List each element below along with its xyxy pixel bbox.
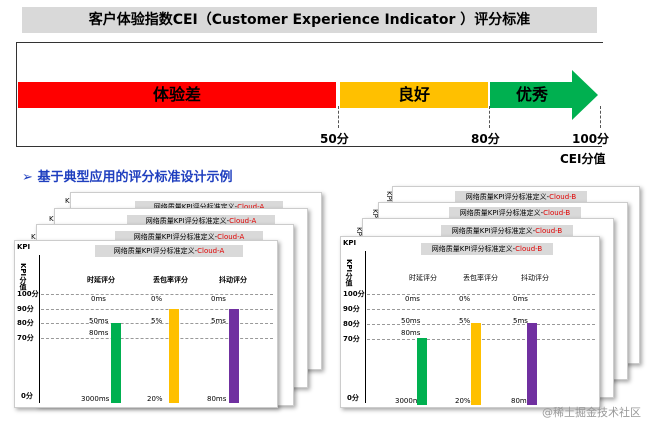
section-title: ➢ 基于典型应用的评分标准设计示例 — [22, 166, 232, 185]
left-level-0: 0分 — [21, 392, 33, 400]
axis-label: CEI分值 — [560, 152, 606, 166]
right-bar-jitter — [527, 323, 537, 405]
left-bar-packetloss — [169, 309, 179, 403]
right-example: KPI 网络质量KPI评分标准定义-Cloud-B KPI 网络质量KPI评分标… — [336, 186, 642, 418]
right-stack-label-1: KPI — [355, 227, 363, 238]
left-gridline-100 — [41, 294, 273, 295]
right-c3-v3: 80ms — [511, 397, 531, 405]
right-c1-v1: 0ms — [405, 295, 420, 303]
right-gridline-70 — [367, 339, 595, 340]
right-stack-label-3: KPI — [385, 191, 393, 202]
left-level-90: 90分 — [17, 305, 34, 313]
right-col-header-2: 丢包率评分 — [463, 274, 498, 282]
left-level-100: 100分 — [17, 290, 39, 298]
left-stack-label-0: KPI — [17, 243, 31, 251]
left-c1-v1: 0ms — [91, 295, 106, 303]
tick-label-50: 50分 — [320, 132, 349, 146]
right-card-title-2: 网络质量KPI评分标准定义-Cloud-B — [449, 207, 581, 219]
right-level-0: 0分 — [347, 394, 359, 402]
cei-axis-line — [16, 146, 602, 147]
page-title: 客户体验指数CEI（Customer Experience Indicator … — [22, 7, 597, 33]
right-level-100: 100分 — [343, 290, 365, 298]
right-gridline-90 — [367, 309, 595, 310]
left-bar-jitter — [229, 309, 239, 403]
right-c3-v2: 5ms — [513, 317, 528, 325]
left-col-header-3: 抖动评分 — [219, 276, 247, 284]
band-good: 良好 — [340, 82, 488, 108]
left-stack-label-1: K — [31, 233, 36, 241]
tick-50 — [338, 106, 340, 128]
right-col-header-1: 时延评分 — [409, 274, 437, 282]
left-c2-v2: 5% — [151, 317, 163, 325]
section-title-text: 基于典型应用的评分标准设计示例 — [37, 170, 233, 185]
right-gridline-100 — [367, 294, 595, 295]
left-c3-v2: 5ms — [211, 317, 226, 325]
right-col-header-3: 抖动评分 — [521, 274, 549, 282]
tick-100 — [600, 106, 602, 128]
left-c2-v3: 20% — [147, 395, 163, 403]
tick-80 — [489, 106, 491, 128]
right-stack-label-0: KPI — [343, 239, 357, 247]
right-stack-label-2: KPI — [371, 209, 379, 220]
right-c1-v4: 3000ms — [395, 397, 424, 405]
bullet-arrow-icon: ➢ — [22, 170, 33, 185]
right-card-title-1: 网络质量KPI评分标准定义-Cloud-B — [441, 225, 573, 237]
left-c3-v1: 0ms — [211, 295, 226, 303]
right-y-axis — [365, 251, 366, 403]
left-stack-label-2: K — [49, 215, 54, 223]
left-c2-v1: 0% — [151, 295, 163, 303]
right-card-front: KPI 网络质量KPI评分标准定义-Cloud-B KPI分值 时延评分 丢包率… — [340, 236, 600, 408]
tick-label-100: 100分 — [572, 132, 610, 146]
watermark: @稀土掘金技术社区 — [542, 406, 641, 419]
right-level-70: 70分 — [343, 335, 360, 343]
band-excellent-label: 优秀 — [515, 85, 548, 104]
right-card-title-3: 网络质量KPI评分标准定义-Cloud-B — [455, 191, 587, 203]
right-level-90: 90分 — [343, 305, 360, 313]
right-level-80: 80分 — [343, 320, 360, 328]
cei-scale-frame — [16, 42, 603, 147]
right-c2-v1: 0% — [459, 295, 471, 303]
left-gridline-90 — [41, 309, 273, 310]
left-c1-v4: 3000ms — [81, 395, 110, 403]
right-c2-v2: 5% — [459, 317, 471, 325]
left-example: K 网络质量KPI评分标准定义-Cloud-A K 网络质量KPI评分标准定义-… — [10, 186, 330, 418]
right-c1-v2: 50ms — [401, 317, 421, 325]
band-poor: 体验差 — [18, 82, 336, 108]
right-c1-v3: 80ms — [401, 329, 421, 337]
right-bar-packetloss — [471, 323, 481, 405]
left-stack-label-3: K — [65, 197, 70, 205]
left-gridline-70 — [41, 338, 273, 339]
left-card-front: KPI 网络质量KPI评分标准定义-Cloud-A KPI分值 时延评分 丢包率… — [14, 240, 278, 408]
right-bar-latency — [417, 338, 427, 405]
excellent-arrow-icon — [490, 70, 598, 120]
left-col-header-2: 丢包率评分 — [153, 276, 188, 284]
left-col-header-1: 时延评分 — [87, 276, 115, 284]
right-gridline-80 — [367, 324, 595, 325]
left-bar-latency — [111, 323, 121, 403]
right-card-title: 网络质量KPI评分标准定义-Cloud-B — [421, 243, 553, 255]
left-c3-v3: 80ms — [207, 395, 227, 403]
tick-label-80: 80分 — [471, 132, 500, 146]
left-y-axis-label: KPI分值 — [19, 263, 27, 291]
right-y-axis-label: KPI分值 — [345, 259, 353, 287]
right-c3-v1: 0ms — [513, 295, 528, 303]
left-gridline-80 — [41, 323, 273, 324]
left-c1-v3: 80ms — [89, 329, 109, 337]
left-level-80: 80分 — [17, 319, 34, 327]
left-y-axis — [39, 255, 40, 403]
left-c1-v2: 50ms — [89, 317, 109, 325]
left-level-70: 70分 — [17, 334, 34, 342]
left-card-title: 网络质量KPI评分标准定义-Cloud-A — [95, 245, 243, 257]
right-c2-v3: 20% — [455, 397, 471, 405]
